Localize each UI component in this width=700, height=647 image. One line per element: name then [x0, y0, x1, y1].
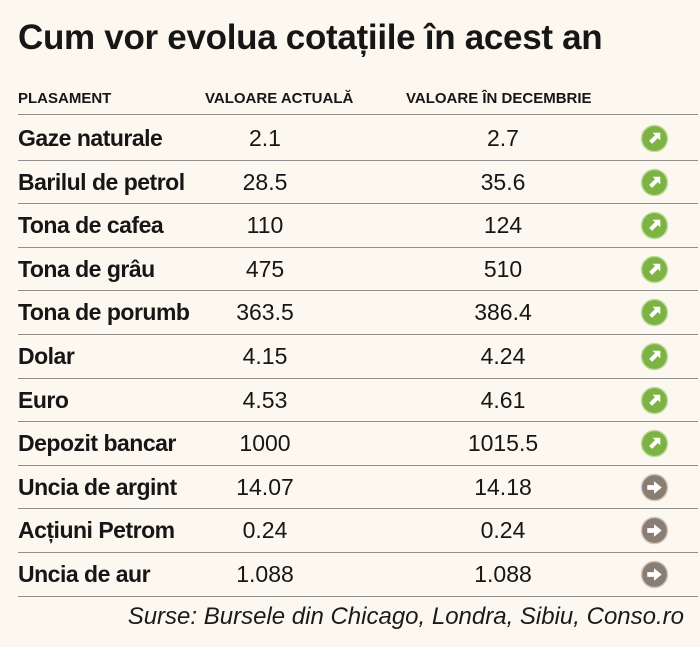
- december-value: 2.7: [487, 125, 519, 151]
- current-value: 1.088: [236, 561, 294, 587]
- table-divider: [18, 378, 698, 379]
- row-label: Dolar: [18, 343, 75, 369]
- current-value: 4.15: [242, 343, 288, 369]
- table-divider: [18, 114, 698, 115]
- arrow-right-icon: [640, 517, 669, 545]
- table-divider: [18, 508, 698, 509]
- table-divider: [18, 247, 698, 248]
- arrow-up-right-icon: [640, 342, 669, 371]
- december-value: 1.088: [474, 561, 532, 587]
- arrow-up-right-icon: [640, 124, 669, 153]
- row-label: Acțiuni Petrom: [18, 517, 175, 544]
- table-divider: [18, 290, 698, 291]
- table-divider: [18, 160, 698, 161]
- table-divider: [18, 596, 698, 597]
- current-value: 475: [245, 255, 285, 282]
- table-divider: [18, 421, 698, 422]
- row-label: Gaze naturale: [18, 125, 163, 151]
- december-value: 1015.5: [467, 430, 539, 457]
- current-value: 0.24: [242, 517, 288, 544]
- december-value: 124: [483, 212, 523, 239]
- arrow-up-right-icon: [640, 168, 669, 196]
- row-label: Barilul de petrol: [18, 168, 185, 195]
- december-value: 35.6: [480, 168, 526, 195]
- table-divider: [18, 203, 698, 204]
- december-value: 14.18: [474, 473, 532, 500]
- column-header-december-value: VALOARE ÎN DECEMBRIE: [406, 90, 592, 107]
- row-label: Uncia de argint: [18, 473, 177, 500]
- row-label: Tona de grâu: [18, 255, 155, 282]
- table-row: Uncia de aur 1.088 1.088: [0, 553, 700, 596]
- table-row: Acțiuni Petrom 0.24 0.24: [0, 509, 700, 552]
- page-title: Cum vor evolua cotațiile în acest an: [18, 18, 603, 57]
- table-row: Tona de grâu 475 510: [0, 248, 700, 291]
- row-label: Tona de cafea: [18, 212, 164, 239]
- current-value: 2.1: [249, 125, 281, 151]
- table-header: PLASAMENT VALOARE ACTUALĂ VALOARE ÎN DEC…: [0, 87, 700, 111]
- table-row: Barilul de petrol 28.5 35.6: [0, 161, 700, 204]
- current-value: 363.5: [236, 299, 294, 326]
- table-row: Gaze naturale 2.1 2.7: [0, 117, 700, 160]
- table-divider: [18, 465, 698, 466]
- table-divider: [18, 334, 698, 335]
- current-value: 4.53: [242, 386, 288, 413]
- december-value: 0.24: [480, 517, 526, 544]
- row-label: Tona de porumb: [18, 299, 190, 326]
- december-value: 510: [483, 255, 523, 282]
- december-value: 386.4: [474, 299, 532, 326]
- arrow-up-right-icon: [640, 386, 669, 414]
- table-row: Dolar 4.15 4.24: [0, 335, 700, 378]
- arrow-up-right-icon: [640, 429, 669, 458]
- december-value: 4.24: [480, 343, 526, 369]
- current-value: 110: [246, 212, 284, 239]
- column-header-plasament: PLASAMENT: [18, 90, 112, 107]
- arrow-up-right-icon: [640, 299, 669, 327]
- table-row: Depozit bancar 1000 1015.5: [0, 422, 700, 465]
- row-label: Uncia de aur: [18, 561, 151, 587]
- table-row: Tona de porumb 363.5 386.4: [0, 291, 700, 334]
- current-value: 28.5: [242, 168, 288, 195]
- arrow-right-icon: [640, 473, 669, 502]
- current-value: 1000: [239, 430, 291, 457]
- december-value: 4.61: [480, 386, 526, 413]
- arrow-right-icon: [640, 560, 669, 589]
- arrow-up-right-icon: [640, 211, 669, 240]
- source-note: Surse: Bursele din Chicago, Londra, Sibi…: [127, 603, 684, 630]
- table-row: Euro 4.53 4.61: [0, 379, 700, 422]
- row-label: Depozit bancar: [18, 430, 176, 457]
- table-row: Uncia de argint 14.07 14.18: [0, 466, 700, 509]
- row-label: Euro: [18, 386, 69, 413]
- current-value: 14.07: [236, 473, 294, 500]
- table-divider: [18, 552, 698, 553]
- table-row: Tona de cafea 110 124: [0, 204, 700, 247]
- arrow-up-right-icon: [640, 255, 669, 284]
- column-header-current-value: VALOARE ACTUALĂ: [205, 90, 354, 107]
